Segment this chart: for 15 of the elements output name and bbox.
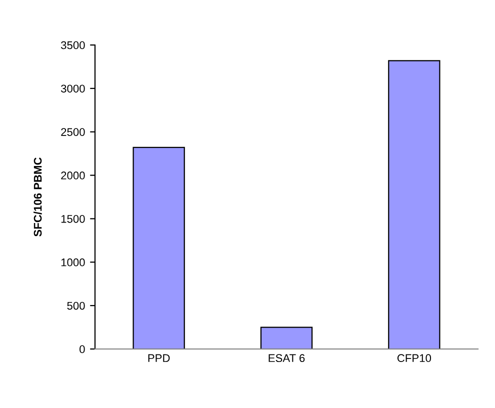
y-tick-label: 3500 — [60, 41, 85, 50]
x-tick-label: CFP10 — [397, 354, 432, 362]
y-tick-label: 3000 — [60, 84, 85, 93]
bar — [388, 60, 440, 349]
x-tick-label: PPD — [148, 354, 170, 362]
y-tick-label: 1500 — [61, 214, 85, 223]
y-tick-label: 500 — [67, 302, 85, 310]
x-tick-label: ESAT 6 — [268, 354, 305, 362]
bar — [260, 326, 313, 349]
y-tick-label: 1000 — [61, 258, 85, 266]
y-axis-title: SFC/106 PBMC — [34, 157, 42, 237]
y-tick-label: 0 — [80, 345, 85, 354]
bar — [132, 146, 185, 349]
y-tick-label: 2500 — [61, 128, 85, 136]
y-tick-label: 2000 — [61, 172, 85, 180]
